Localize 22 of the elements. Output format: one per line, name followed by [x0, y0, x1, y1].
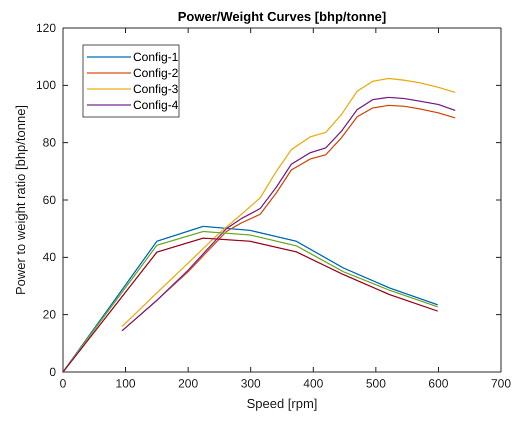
- y-tick-label: 0: [49, 364, 56, 379]
- x-tick-label: 100: [116, 376, 136, 391]
- legend-label: Config-2: [133, 66, 179, 80]
- legend-label: Config-1: [133, 50, 179, 64]
- y-tick-label: 60: [42, 192, 56, 207]
- x-tick-label: 700: [490, 376, 512, 391]
- y-tick-label: 120: [36, 20, 56, 35]
- y-axis-title: Power to weight ratio [bhp/tonne]: [13, 104, 28, 296]
- legend-label: Config-4: [133, 98, 179, 112]
- x-tick-label: 200: [178, 376, 198, 391]
- legend-label: Config-3: [133, 82, 179, 96]
- x-tick-label: 0: [60, 376, 67, 391]
- y-tick-label: 20: [42, 308, 56, 322]
- x-axis-title: Speed [rpm]: [246, 396, 318, 411]
- x-tick-label: 400: [303, 376, 324, 391]
- x-tick-label: 500: [366, 376, 386, 391]
- x-tick-label: 300: [240, 376, 262, 391]
- y-tick-label: 40: [42, 250, 56, 264]
- chart-title: Power/Weight Curves [bhp/tonne]: [178, 9, 386, 24]
- x-tick-label: 600: [428, 376, 449, 391]
- y-tick-label: 100: [36, 78, 56, 92]
- y-tick-label: 80: [42, 136, 56, 150]
